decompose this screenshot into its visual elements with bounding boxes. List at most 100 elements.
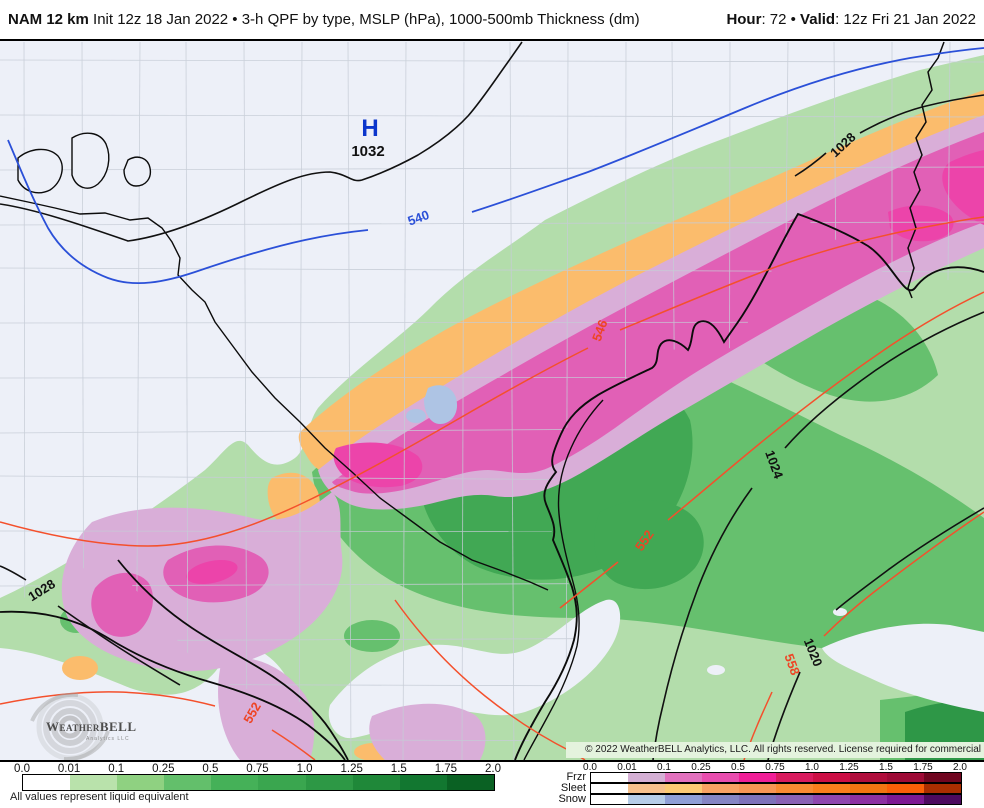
border-line xyxy=(117,559,349,760)
color-segment xyxy=(665,795,702,804)
color-segment xyxy=(813,795,850,804)
thickness-red-lines xyxy=(0,216,984,760)
isobar-1028 xyxy=(794,94,984,177)
scale-tick: 1.75 xyxy=(434,763,458,775)
contour-label-540: 540 xyxy=(406,207,432,229)
header-title: NAM 12 km Init 12z 18 Jan 2022 • 3-h QPF… xyxy=(0,11,640,28)
scale-tick: 2.0 xyxy=(953,762,967,773)
color-segment xyxy=(850,784,887,793)
frzr-light-patch xyxy=(369,703,486,760)
high-pressure-value: 1032 xyxy=(351,143,384,160)
contour-label-558: 558 xyxy=(781,652,803,678)
color-segment xyxy=(70,775,118,790)
model-name: NAM 12 km xyxy=(8,11,89,28)
color-segment xyxy=(211,775,259,790)
qpf-colorbar xyxy=(22,774,495,791)
logo-wordmark: WeatherBELL xyxy=(46,719,137,734)
scale-tick: 0.01 xyxy=(57,763,81,775)
color-segment xyxy=(628,773,665,782)
scale-tick: 0.75 xyxy=(246,763,269,775)
thickness-540-line xyxy=(7,47,984,284)
color-segment xyxy=(924,784,961,793)
scale-tick: 0.0 xyxy=(14,763,30,775)
contour-label-546: 546 xyxy=(589,318,611,344)
scale-tick: 1.25 xyxy=(839,762,859,773)
color-segment xyxy=(352,775,400,790)
hour-value: : 72 • xyxy=(761,11,801,28)
isobar-1032 xyxy=(0,41,523,242)
frzr-light-patch xyxy=(218,657,315,760)
header-subtitle: Init 12z 18 Jan 2022 • 3-h QPF by type, … xyxy=(88,11,640,28)
river-line xyxy=(907,41,945,299)
thickness-552-line xyxy=(559,291,984,609)
scale-tick: 0.5 xyxy=(731,762,745,773)
color-segment xyxy=(702,784,739,793)
header-bar: NAM 12 km Init 12z 18 Jan 2022 • 3-h QPF… xyxy=(0,0,984,41)
dry-spot xyxy=(833,608,847,616)
ptype-label-sleet: Sleet xyxy=(560,782,586,794)
frzr-colorbar xyxy=(590,772,962,783)
lake-outlines xyxy=(17,132,152,194)
scale-tick: 0.25 xyxy=(152,763,175,775)
scale-tick: 0.01 xyxy=(617,762,637,773)
scale-tick: 0.75 xyxy=(765,762,785,773)
snow-colorbar xyxy=(590,794,962,805)
qpf-dark-green-core xyxy=(594,500,704,590)
isobar-lines xyxy=(0,41,984,760)
thickness-546-line xyxy=(0,216,984,547)
color-segment xyxy=(776,795,813,804)
color-segment xyxy=(739,784,776,793)
sleet-patch xyxy=(62,656,98,680)
color-segment xyxy=(305,775,353,790)
color-segment xyxy=(164,775,212,790)
color-segment xyxy=(850,795,887,804)
scale-tick: 0.0 xyxy=(583,762,597,773)
dry-area-gulf xyxy=(822,623,984,712)
scale-tick: 1.5 xyxy=(879,762,893,773)
color-segment xyxy=(23,775,71,790)
color-segment xyxy=(591,795,628,804)
barrier-island-line xyxy=(523,399,604,760)
geography-lines xyxy=(0,41,984,760)
valid-label: Valid xyxy=(800,11,836,28)
header-valid-time: Hour: 72 • Valid: 12z Fri 21 Jan 2022 xyxy=(726,11,984,28)
color-segment xyxy=(117,775,165,790)
color-segment xyxy=(628,795,665,804)
ptype-label-frzr: Frzr xyxy=(566,771,586,783)
color-segment xyxy=(924,773,961,782)
coastline xyxy=(514,212,984,760)
color-segment xyxy=(446,775,494,790)
scale-tick: 1.5 xyxy=(390,763,407,775)
map-canvas: H 1032 540 546 552 552 558 1028 1028 102… xyxy=(0,41,984,760)
weatherbell-logo: WeatherBELL Analytics LLC xyxy=(30,692,137,760)
frzr-heavy-core xyxy=(186,559,238,585)
color-segment xyxy=(813,784,850,793)
color-segment xyxy=(813,773,850,782)
color-segment xyxy=(776,773,813,782)
scale-tick: 1.0 xyxy=(296,763,313,775)
color-segment xyxy=(702,795,739,804)
legend-footer: 0.0 0.01 0.1 0.25 0.5 0.75 1.0 1.25 1.5 1.75 2.0 A… xyxy=(0,760,984,808)
color-segment xyxy=(887,773,924,782)
river-line xyxy=(0,195,549,591)
hour-label: Hour xyxy=(726,11,762,28)
legend-caption: All values represent liquid equivalent xyxy=(10,791,189,803)
scale-tick: 0.1 xyxy=(108,763,125,775)
dry-spot xyxy=(707,665,725,675)
color-segment xyxy=(739,773,776,782)
frzr-moderate-sw-core xyxy=(91,572,153,637)
scale-tick: 0.5 xyxy=(202,763,219,775)
thickness-red-arc xyxy=(394,599,586,760)
color-segment xyxy=(850,773,887,782)
color-segment xyxy=(591,784,628,793)
hurricane-swirl-icon xyxy=(30,692,110,760)
isobar-1028 xyxy=(0,565,181,686)
color-segment xyxy=(665,773,702,782)
scale-tick: 0.1 xyxy=(657,762,671,773)
qpf-mid-green-blob xyxy=(344,620,400,652)
snow-patch xyxy=(406,409,426,423)
frzr-heavy-core xyxy=(888,205,954,242)
color-segment xyxy=(887,795,924,804)
weather-map: H 1032 540 546 552 552 558 1028 1028 102… xyxy=(0,41,984,760)
